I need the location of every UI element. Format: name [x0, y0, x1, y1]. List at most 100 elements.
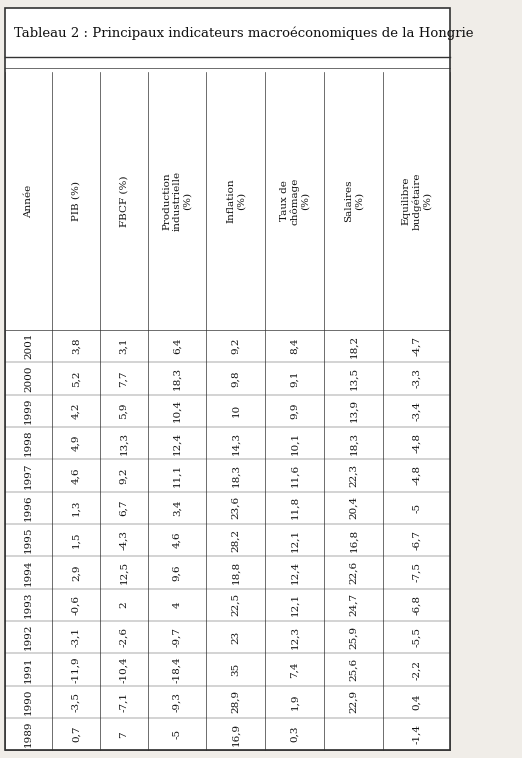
Text: -7,1: -7,1: [119, 692, 128, 712]
Text: -18,4: -18,4: [172, 656, 182, 683]
Text: 1993: 1993: [24, 591, 33, 618]
Text: 12,5: 12,5: [119, 561, 128, 584]
Text: -3,5: -3,5: [72, 692, 80, 712]
Text: 9,9: 9,9: [290, 402, 299, 419]
Text: 1998: 1998: [24, 430, 33, 456]
Text: 28,2: 28,2: [231, 528, 240, 552]
Text: 2,9: 2,9: [72, 564, 80, 581]
Text: 22,5: 22,5: [231, 594, 240, 616]
Text: 7,7: 7,7: [119, 370, 128, 387]
Text: 4,6: 4,6: [72, 467, 80, 484]
Text: 25,6: 25,6: [349, 658, 358, 681]
Text: PIB (%): PIB (%): [72, 181, 80, 221]
Text: 18,8: 18,8: [231, 561, 240, 584]
Text: -5,5: -5,5: [412, 627, 421, 647]
Text: -1,4: -1,4: [412, 724, 421, 744]
Text: -6,8: -6,8: [412, 595, 421, 615]
Text: 9,6: 9,6: [172, 564, 182, 581]
Text: -4,8: -4,8: [412, 433, 421, 453]
Text: 25,9: 25,9: [349, 625, 358, 649]
Text: 20,4: 20,4: [349, 496, 358, 519]
Text: 10,1: 10,1: [290, 431, 299, 455]
Text: 1999: 1999: [24, 397, 33, 424]
Text: -6,7: -6,7: [412, 530, 421, 550]
Text: 35: 35: [231, 663, 240, 676]
Text: 2001: 2001: [24, 333, 33, 359]
Text: 18,3: 18,3: [172, 367, 182, 390]
Text: 4,2: 4,2: [72, 402, 80, 419]
Text: 0,3: 0,3: [290, 726, 299, 743]
Text: 1996: 1996: [24, 494, 33, 521]
Text: 11,6: 11,6: [290, 464, 299, 487]
Text: -10,4: -10,4: [119, 656, 128, 683]
Text: 1,3: 1,3: [72, 500, 80, 516]
Text: 13,5: 13,5: [349, 367, 358, 390]
Text: 1992: 1992: [24, 624, 33, 650]
Text: 3,4: 3,4: [172, 500, 182, 516]
Text: 23,6: 23,6: [231, 496, 240, 519]
Text: 11,1: 11,1: [172, 464, 182, 487]
Text: 1,5: 1,5: [72, 532, 80, 548]
Text: -9,7: -9,7: [172, 627, 182, 647]
Text: 0,4: 0,4: [412, 694, 421, 710]
Text: 12,1: 12,1: [290, 594, 299, 616]
Text: 1989: 1989: [24, 721, 33, 747]
Text: 16,8: 16,8: [349, 528, 358, 552]
Text: -2,6: -2,6: [119, 627, 128, 647]
Text: 9,1: 9,1: [290, 370, 299, 387]
Text: 9,2: 9,2: [231, 338, 240, 354]
Text: 18,3: 18,3: [231, 464, 240, 487]
Text: Equilibre
budgétaire
(%): Equilibre budgétaire (%): [401, 172, 432, 230]
Text: 16,9: 16,9: [231, 722, 240, 746]
Text: 6,7: 6,7: [119, 500, 128, 516]
Text: FBCF (%): FBCF (%): [119, 175, 128, 227]
Text: 24,7: 24,7: [349, 594, 358, 616]
Text: 4,9: 4,9: [72, 435, 80, 451]
Text: 18,3: 18,3: [349, 431, 358, 455]
Text: 3,8: 3,8: [72, 338, 80, 354]
Text: 5,2: 5,2: [72, 370, 80, 387]
Text: Tableau 2 : Principaux indicateurs macroéconomiques de la Hongrie: Tableau 2 : Principaux indicateurs macro…: [14, 27, 473, 40]
Text: 1,9: 1,9: [290, 694, 299, 710]
Text: -5: -5: [172, 729, 182, 739]
Text: -4,8: -4,8: [412, 465, 421, 485]
Text: 1995: 1995: [24, 527, 33, 553]
Text: Salaires
(%): Salaires (%): [344, 180, 363, 222]
Text: 9,8: 9,8: [231, 370, 240, 387]
Text: 12,1: 12,1: [290, 528, 299, 552]
Text: Production
industrielle
(%): Production industrielle (%): [162, 171, 192, 231]
Text: 12,3: 12,3: [290, 625, 299, 649]
Text: 7,4: 7,4: [290, 661, 299, 678]
Text: 1990: 1990: [24, 688, 33, 715]
Text: -7,5: -7,5: [412, 562, 421, 582]
Text: 3,1: 3,1: [119, 338, 128, 354]
Text: -3,1: -3,1: [72, 627, 80, 647]
Text: Taux de
chômage
(%): Taux de chômage (%): [280, 177, 310, 224]
Text: -9,3: -9,3: [172, 692, 182, 712]
Text: 5,9: 5,9: [119, 402, 128, 419]
Text: -11,9: -11,9: [72, 656, 80, 683]
Text: 0,7: 0,7: [72, 726, 80, 743]
Text: 28,9: 28,9: [231, 691, 240, 713]
Text: -0,6: -0,6: [72, 595, 80, 615]
Text: 12,4: 12,4: [290, 561, 299, 584]
Text: Inflation
(%): Inflation (%): [226, 179, 245, 223]
Text: 9,2: 9,2: [119, 467, 128, 484]
Text: 4: 4: [172, 602, 182, 608]
Text: 22,6: 22,6: [349, 561, 358, 584]
Text: 10: 10: [231, 404, 240, 418]
Text: 2000: 2000: [24, 365, 33, 392]
Text: 18,2: 18,2: [349, 334, 358, 358]
Text: -3,3: -3,3: [412, 368, 421, 388]
Text: -3,4: -3,4: [412, 401, 421, 421]
Text: -5: -5: [412, 503, 421, 513]
Text: 10,4: 10,4: [172, 399, 182, 422]
Text: -2,2: -2,2: [412, 659, 421, 679]
Text: 23: 23: [231, 631, 240, 644]
Text: 13,3: 13,3: [119, 431, 128, 455]
Text: 12,4: 12,4: [172, 431, 182, 455]
Text: -4,3: -4,3: [119, 530, 128, 550]
Text: 1994: 1994: [24, 559, 33, 586]
Text: 7: 7: [119, 731, 128, 738]
Text: Année: Année: [24, 184, 33, 218]
